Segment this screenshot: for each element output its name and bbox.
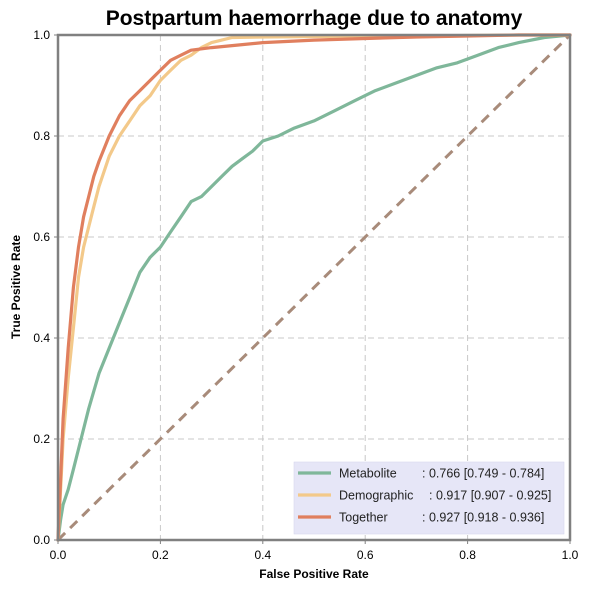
series-layer xyxy=(56,33,572,542)
tick-layer: 0.0 0.2 0.4 0.6 0.8 1.0 0.0 0.2 0.4 0.6 0.8 1.0 xyxy=(33,28,578,562)
legend-label-demographic: Demographic xyxy=(339,489,413,503)
y-tick-label: 0.0 xyxy=(33,533,50,547)
x-tick-label: 0.6 xyxy=(357,548,374,562)
y-tick-label: 0.6 xyxy=(33,230,50,244)
series-line-together xyxy=(56,33,572,542)
y-tick-label: 0.2 xyxy=(33,432,50,446)
legend-box xyxy=(293,461,565,535)
chance-diagonal-line xyxy=(56,33,572,542)
chart-title: Postpartum haemorrhage due to anatomy xyxy=(106,7,523,30)
grid xyxy=(58,35,570,540)
y-tick-label: 1.0 xyxy=(33,28,50,42)
legend-value-metabolite: : 0.766 [0.749 - 0.784] xyxy=(422,467,544,481)
plot-frame xyxy=(56,33,572,542)
legend-label-together: Together xyxy=(339,511,388,525)
series-line-metabolite xyxy=(56,33,572,542)
x-tick-label: 1.0 xyxy=(562,548,579,562)
legend-value-demographic: : 0.917 [0.907 - 0.925] xyxy=(429,489,551,503)
legend-value-together: : 0.927 [0.918 - 0.936] xyxy=(422,511,544,525)
y-tick-label: 0.4 xyxy=(33,331,50,345)
x-axis-label: False Positive Rate xyxy=(259,567,369,581)
legend-label-metabolite: Metabolite xyxy=(339,467,397,481)
legend: Metabolite : 0.766 [0.749 - 0.784] Demogra… xyxy=(293,461,565,535)
x-tick-label: 0.0 xyxy=(50,548,67,562)
x-tick-label: 0.2 xyxy=(152,548,169,562)
x-tick-label: 0.8 xyxy=(459,548,476,562)
x-tick-label: 0.4 xyxy=(254,548,271,562)
y-tick-label: 0.8 xyxy=(33,129,50,143)
series-line-demographic xyxy=(56,33,572,542)
y-axis-label: True Positive Rate xyxy=(9,235,23,339)
